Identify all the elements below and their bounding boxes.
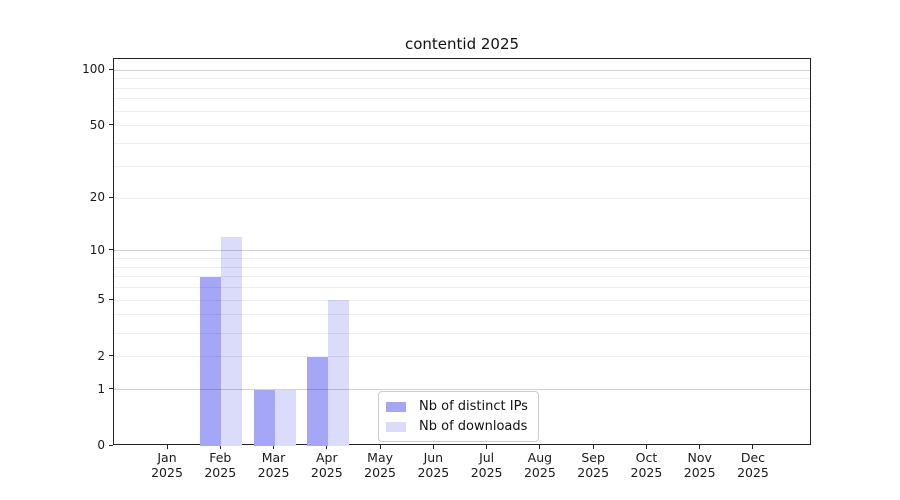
- x-tick-label: Sep 2025: [563, 450, 623, 480]
- x-tick-year: 2025: [523, 465, 556, 480]
- x-tick-month: Jul: [479, 450, 495, 465]
- x-tick-label: May 2025: [350, 450, 410, 480]
- x-tick-mark: [592, 445, 594, 449]
- x-tick-month: May: [367, 450, 393, 465]
- y-tick-label: 100: [82, 62, 105, 77]
- y-tick-label: 10: [89, 242, 105, 257]
- x-tick-month: Sep: [581, 450, 605, 465]
- plot-area: [113, 58, 811, 446]
- y-tick-label: 50: [89, 117, 105, 132]
- y-tick-label: 5: [97, 292, 105, 307]
- bars-layer: [114, 59, 810, 446]
- y-tick-mark: [109, 124, 113, 126]
- y-tick-label: 1: [97, 381, 105, 396]
- bar-downloads: [274, 389, 296, 446]
- x-tick-mark: [699, 445, 701, 449]
- x-tick-month: Jan: [157, 450, 177, 465]
- x-tick-year: 2025: [577, 465, 610, 480]
- x-tick-label: Dec 2025: [723, 450, 783, 480]
- x-tick-year: 2025: [257, 465, 290, 480]
- x-tick-label: Nov 2025: [670, 450, 730, 480]
- bar-distinct-ips: [200, 276, 222, 446]
- y-tick-mark: [109, 388, 113, 390]
- y-tick-mark: [109, 68, 113, 70]
- bar-downloads: [327, 300, 349, 446]
- x-tick-year: 2025: [417, 465, 450, 480]
- x-tick-mark: [539, 445, 541, 449]
- x-tick-month: Jun: [423, 450, 444, 465]
- x-tick-year: 2025: [683, 465, 716, 480]
- bar-distinct-ips: [253, 389, 275, 446]
- x-tick-month: Feb: [209, 450, 232, 465]
- bar-downloads: [221, 237, 243, 446]
- legend-item-downloads: Nb of downloads: [386, 417, 528, 436]
- x-tick-month: Dec: [740, 450, 766, 465]
- x-tick-year: 2025: [630, 465, 663, 480]
- x-tick-year: 2025: [470, 465, 503, 480]
- y-tick-mark: [109, 298, 113, 300]
- x-tick-label: Jan 2025: [137, 450, 197, 480]
- x-tick-mark: [752, 445, 754, 449]
- x-tick-mark: [379, 445, 381, 449]
- x-tick-label: Aug 2025: [510, 450, 570, 480]
- x-tick-year: 2025: [310, 465, 343, 480]
- y-tick-mark: [109, 355, 113, 357]
- x-tick-year: 2025: [204, 465, 237, 480]
- y-tick-label: 0: [97, 438, 105, 452]
- chart-title: contentid 2025: [404, 35, 520, 53]
- x-tick-label: Oct 2025: [616, 450, 676, 480]
- x-tick-month: Apr: [315, 450, 338, 465]
- y-tick-label: 2: [97, 348, 105, 363]
- y-tick-mark: [109, 249, 113, 251]
- x-tick-mark: [219, 445, 221, 449]
- x-tick-label: Jun 2025: [403, 450, 463, 480]
- x-tick-month: Oct: [635, 450, 658, 465]
- x-tick-label: Feb 2025: [190, 450, 250, 480]
- x-tick-mark: [432, 445, 434, 449]
- y-tick-mark: [109, 444, 113, 446]
- x-tick-label: Jul 2025: [457, 450, 517, 480]
- legend-item-distinct-ips: Nb of distinct IPs: [386, 397, 528, 416]
- legend-swatch-distinct-ips: [386, 401, 406, 412]
- x-tick-month: Aug: [527, 450, 553, 465]
- y-tick-label: 20: [89, 190, 105, 205]
- x-tick-mark: [326, 445, 328, 449]
- x-tick-label: Mar 2025: [244, 450, 304, 480]
- x-tick-year: 2025: [364, 465, 396, 480]
- legend-label-distinct-ips: Nb of distinct IPs: [419, 399, 528, 414]
- legend: Nb of distinct IPs Nb of downloads: [378, 391, 539, 442]
- legend-swatch-downloads: [386, 421, 406, 432]
- x-tick-mark: [645, 445, 647, 449]
- y-tick-mark: [109, 196, 113, 198]
- x-tick-month: Mar: [261, 450, 286, 465]
- x-tick-year: 2025: [151, 465, 183, 480]
- x-tick-mark: [486, 445, 488, 449]
- bar-distinct-ips: [306, 356, 328, 446]
- x-tick-label: Apr 2025: [297, 450, 357, 480]
- x-tick-mark: [166, 445, 168, 449]
- x-tick-year: 2025: [737, 465, 769, 480]
- x-tick-mark: [273, 445, 275, 449]
- x-tick-month: Nov: [687, 450, 712, 465]
- legend-label-downloads: Nb of downloads: [419, 419, 528, 434]
